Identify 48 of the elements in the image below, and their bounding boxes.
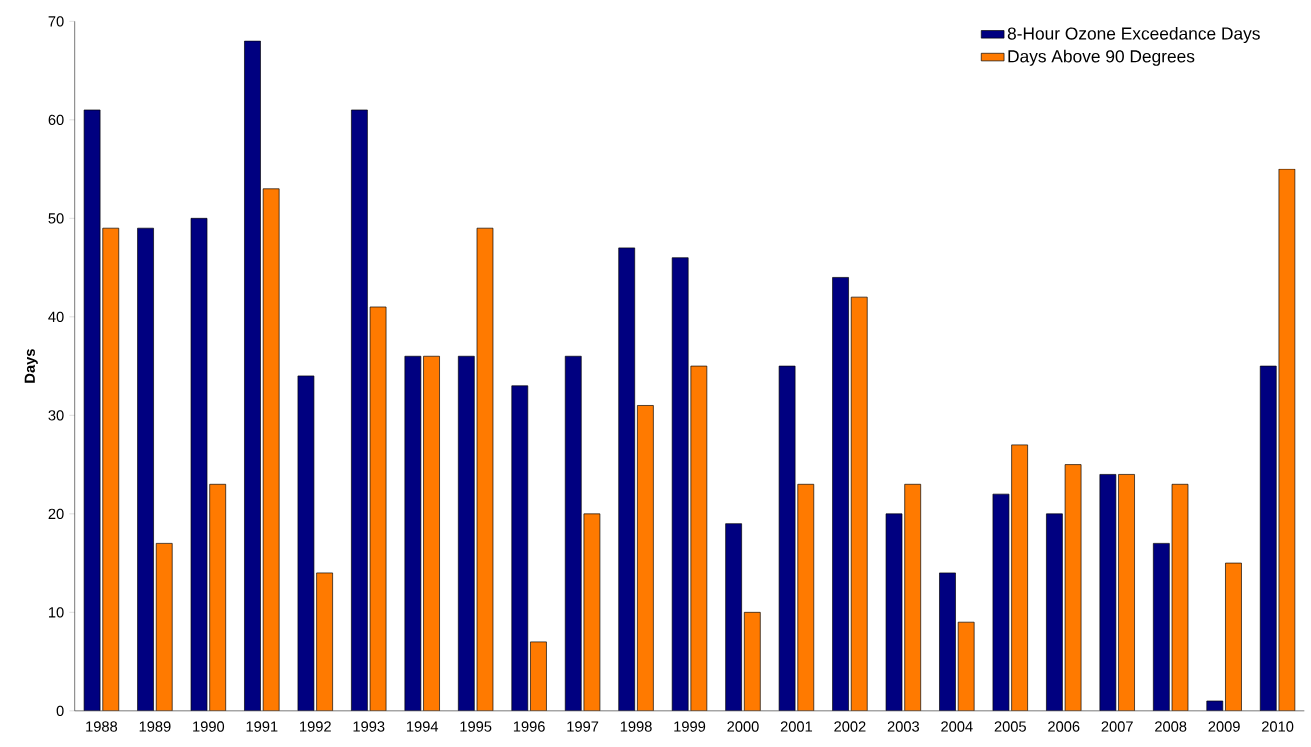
- bar: [637, 405, 654, 711]
- x-tick-label: 1990: [193, 721, 225, 732]
- y-tick-label: 60: [48, 114, 64, 126]
- bar: [511, 385, 529, 711]
- x-tick-label: 2009: [1208, 721, 1240, 732]
- y-tick-label: 20: [48, 508, 64, 520]
- bar: [957, 621, 975, 711]
- y-tick-label: 0: [56, 705, 64, 717]
- x-tick-label: 1995: [460, 721, 492, 732]
- y-axis-title: Days: [24, 349, 38, 383]
- bar: [939, 572, 956, 711]
- x-tick-label: 1989: [139, 721, 171, 732]
- x-tick-label: 2010: [1262, 721, 1294, 732]
- x-tick-label: 1999: [674, 721, 706, 732]
- x-tick-label: 1997: [567, 721, 599, 732]
- y-tick-label: 50: [48, 213, 64, 224]
- x-tick-label: 2005: [994, 721, 1026, 732]
- x-tick-label: 1992: [300, 721, 331, 732]
- x-tick-label: 2001: [780, 721, 813, 732]
- bar: [155, 543, 173, 711]
- bar: [832, 277, 849, 711]
- bar: [850, 296, 868, 711]
- x-tick-label: 2002: [834, 721, 866, 732]
- bar: [530, 641, 547, 711]
- x-tick-label: 2004: [941, 721, 973, 732]
- bar: [137, 227, 154, 711]
- bar: [618, 247, 636, 711]
- x-tick-label: 2006: [1048, 721, 1080, 732]
- x-tick-label: 1993: [353, 721, 385, 732]
- bar: [725, 523, 742, 711]
- bar: [743, 612, 761, 711]
- bar: [1225, 562, 1242, 711]
- bar: [1206, 700, 1224, 711]
- x-tick-label: 1998: [620, 721, 652, 732]
- x-tick-label: 1988: [86, 721, 118, 732]
- y-tick-label: 40: [48, 311, 64, 323]
- y-tick-label: 10: [48, 607, 64, 618]
- legend-label: 8-Hour Ozone Exceedance Days: [1007, 27, 1260, 44]
- x-tick-label: 1991: [246, 721, 278, 732]
- x-tick-label: 1996: [513, 721, 545, 732]
- x-tick-label: 2007: [1101, 721, 1133, 732]
- x-tick-label: 2008: [1155, 721, 1187, 732]
- x-tick-label: 1994: [406, 721, 439, 732]
- x-tick-label: 2003: [887, 721, 920, 732]
- y-tick-label: 30: [48, 410, 64, 421]
- x-tick-label: 2000: [727, 721, 759, 732]
- legend-label: Days Above 90 Degrees: [1008, 49, 1195, 66]
- y-tick-label: 70: [48, 16, 64, 27]
